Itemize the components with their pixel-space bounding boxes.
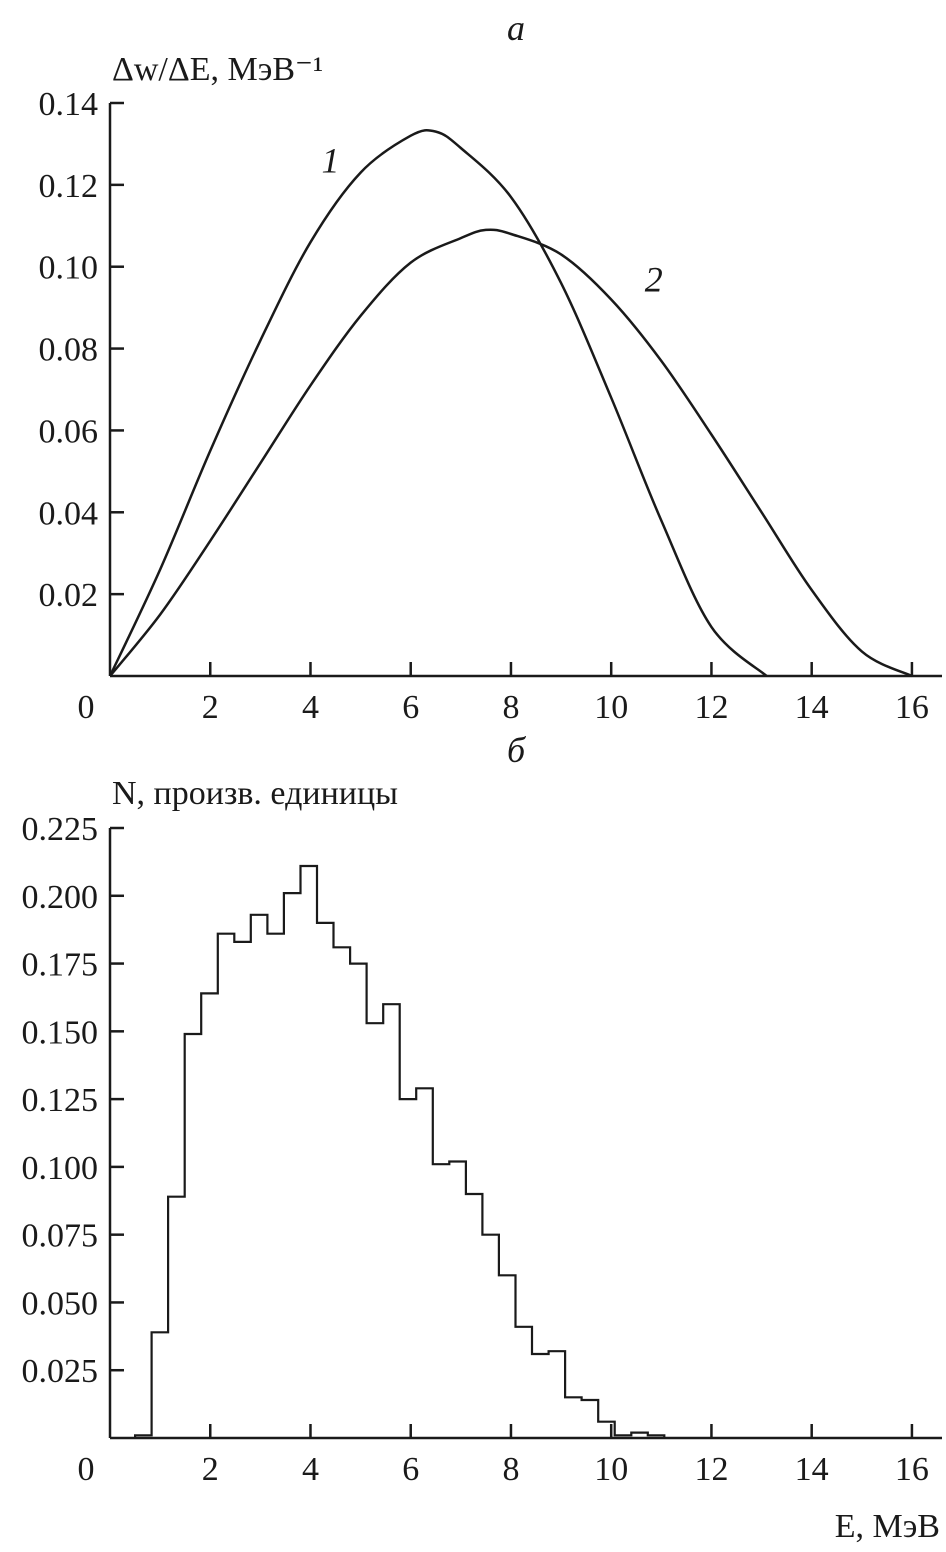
y-tick-label: 0.12	[39, 168, 99, 205]
histogram-bin	[350, 964, 367, 1438]
y-tick-label: 0.02	[39, 577, 99, 614]
panel-b-x-axis-label: E, МэВ	[835, 1508, 940, 1545]
y-tick-label: 0.075	[22, 1218, 99, 1255]
histogram-bin	[152, 1332, 169, 1438]
panel-b-histogram	[134, 864, 666, 1438]
series-2-line	[109, 228, 913, 678]
histogram-outline	[134, 864, 666, 1438]
panel-b: б N, произв. единицы 0 2 4 6 8 10 12 14 16 0.025…	[22, 730, 942, 1545]
histogram-bin	[267, 934, 284, 1438]
x-tick-label: 2	[202, 689, 219, 726]
panel-b-y-axis-label: N, произв. единицы	[112, 775, 398, 812]
histogram-bin	[218, 934, 235, 1438]
histogram-bin	[334, 947, 351, 1438]
histogram-bin	[251, 915, 268, 1438]
y-tick-label: 0.225	[22, 811, 99, 848]
histogram-bin	[367, 1023, 384, 1438]
series-1-line	[108, 128, 768, 677]
y-tick-label: 0.200	[22, 879, 99, 916]
panel-b-label: б	[507, 730, 527, 770]
x-tick-label: 10	[594, 689, 628, 726]
y-tick-label: 0.025	[22, 1353, 99, 1390]
x-tick-label: 0	[78, 689, 95, 726]
panel-b-y-ticks: 0.025 0.050 0.075 0.100 0.125 0.150 0.175 0.200…	[22, 811, 124, 1390]
histogram-bin	[284, 893, 301, 1438]
histogram-bin	[201, 993, 218, 1438]
x-tick-label: 10	[594, 1451, 628, 1488]
histogram-bin	[416, 1088, 433, 1438]
panel-a-x-ticks: 0 2 4 6 8 10 12 14 16	[78, 662, 929, 726]
x-tick-label: 16	[895, 1451, 929, 1488]
panel-a-curve-labels: 12	[322, 141, 663, 300]
histogram-bin	[168, 1197, 185, 1438]
panel-a-y-axis-label: Δw/ΔE, МэВ⁻¹	[112, 51, 323, 88]
y-tick-label: 0.100	[22, 1150, 99, 1187]
panel-a-y-ticks: 0.02 0.04 0.06 0.08 0.10 0.12 0.14	[39, 86, 124, 614]
y-tick-label: 0.08	[39, 332, 99, 369]
panel-b-x-ticks: 0 2 4 6 8 10 12 14 16	[78, 1424, 929, 1488]
x-tick-label: 0	[78, 1451, 95, 1488]
histogram-bin	[515, 1327, 532, 1438]
x-tick-label: 8	[502, 1451, 519, 1488]
x-tick-label: 6	[402, 689, 419, 726]
x-tick-label: 12	[694, 1451, 728, 1488]
histogram-bin	[185, 1034, 202, 1438]
curve-label-1: 1	[322, 141, 340, 181]
y-tick-label: 0.125	[22, 1082, 99, 1119]
x-tick-label: 16	[895, 689, 929, 726]
y-tick-label: 0.175	[22, 947, 99, 984]
y-tick-label: 0.06	[39, 413, 99, 450]
histogram-bin	[383, 1004, 400, 1438]
histogram-bin	[300, 866, 317, 1438]
histogram-bin	[433, 1164, 450, 1438]
x-tick-label: 4	[302, 1451, 319, 1488]
histogram-bin	[317, 923, 334, 1438]
histogram-bin	[466, 1194, 483, 1438]
x-tick-label: 2	[202, 1451, 219, 1488]
panel-a-label: а	[507, 8, 525, 48]
histogram-bin	[565, 1397, 582, 1438]
y-tick-label: 0.04	[39, 495, 99, 532]
x-tick-label: 8	[502, 689, 519, 726]
histogram-bin	[449, 1161, 466, 1438]
histogram-bin	[549, 1351, 566, 1438]
y-tick-label: 0.10	[39, 250, 99, 287]
histogram-bin	[499, 1275, 516, 1438]
histogram-bin	[532, 1354, 549, 1438]
curve-label-2: 2	[645, 259, 663, 299]
y-tick-label: 0.14	[39, 86, 99, 123]
y-tick-label: 0.050	[22, 1285, 99, 1322]
histogram-bin	[582, 1400, 599, 1438]
x-tick-label: 14	[795, 689, 829, 726]
histogram-bin	[482, 1235, 499, 1438]
x-tick-label: 12	[694, 689, 728, 726]
histogram-bin	[234, 942, 251, 1438]
panel-a: а Δw/ΔE, МэВ⁻¹ 0 2 4 6 8 10 12 14 16 0.020.040.0…	[39, 8, 942, 726]
x-tick-label: 4	[302, 689, 319, 726]
panel-a-series	[108, 128, 913, 678]
y-tick-label: 0.150	[22, 1014, 99, 1051]
x-tick-label: 6	[402, 1451, 419, 1488]
x-tick-label: 14	[795, 1451, 829, 1488]
histogram-bin	[400, 1099, 417, 1438]
